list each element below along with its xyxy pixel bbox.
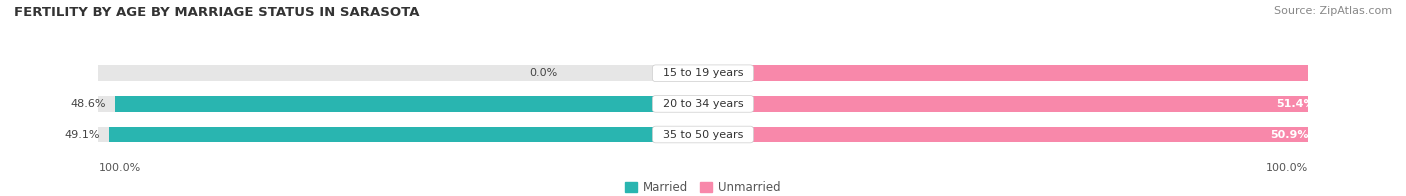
Text: 15 to 19 years: 15 to 19 years xyxy=(655,68,751,78)
Bar xyxy=(98,96,1308,112)
Bar xyxy=(110,127,703,142)
Text: Source: ZipAtlas.com: Source: ZipAtlas.com xyxy=(1274,6,1392,16)
Bar xyxy=(703,127,1319,142)
Text: 35 to 50 years: 35 to 50 years xyxy=(655,130,751,140)
Text: 0.0%: 0.0% xyxy=(530,68,558,78)
Bar xyxy=(115,96,703,112)
Bar xyxy=(703,65,1406,81)
Bar xyxy=(703,96,1324,112)
Bar xyxy=(98,65,1308,81)
Text: 20 to 34 years: 20 to 34 years xyxy=(655,99,751,109)
Text: FERTILITY BY AGE BY MARRIAGE STATUS IN SARASOTA: FERTILITY BY AGE BY MARRIAGE STATUS IN S… xyxy=(14,6,419,19)
Text: 51.4%: 51.4% xyxy=(1277,99,1315,109)
Bar xyxy=(98,127,1308,142)
Text: 100.0%: 100.0% xyxy=(1265,163,1308,173)
Text: 100.0%: 100.0% xyxy=(98,163,141,173)
Text: 49.1%: 49.1% xyxy=(65,130,100,140)
Text: 50.9%: 50.9% xyxy=(1270,130,1309,140)
Text: 48.6%: 48.6% xyxy=(70,99,105,109)
Legend: Married, Unmarried: Married, Unmarried xyxy=(620,176,786,196)
